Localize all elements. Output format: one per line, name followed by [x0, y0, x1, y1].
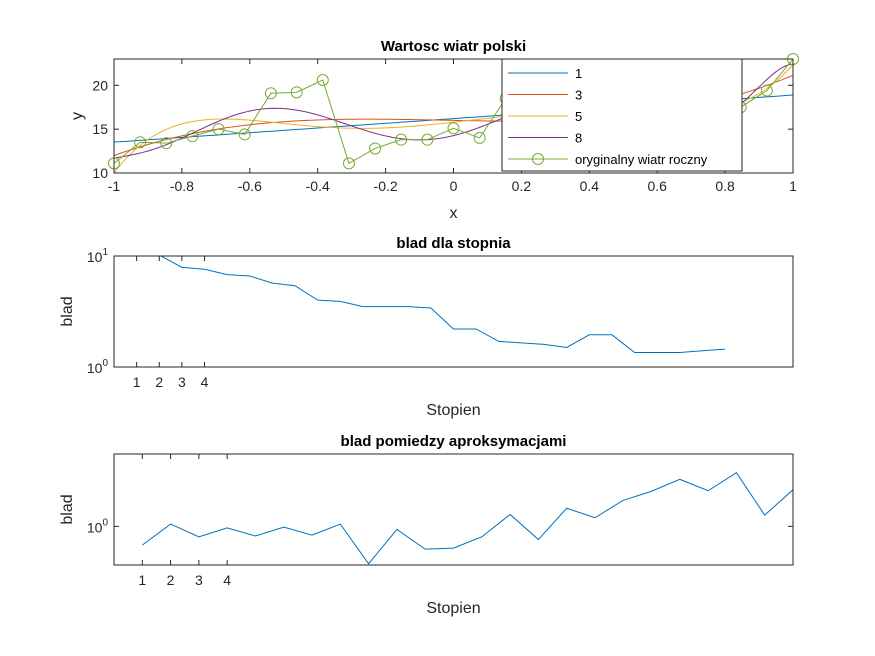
- legend-label: 1: [575, 66, 582, 81]
- y-tick-label: 15: [92, 121, 108, 137]
- data-point: [447, 122, 460, 135]
- x-axis-label: Stopien: [426, 402, 480, 419]
- y-axis-label: y: [69, 112, 86, 120]
- y-axis-label: blad: [59, 494, 76, 524]
- x-tick-label: 3: [178, 374, 186, 390]
- x-tick-label: 4: [223, 572, 231, 588]
- data-point: [264, 87, 277, 100]
- y-tick-label: 10: [92, 165, 108, 181]
- y-tick-label: 101: [87, 247, 109, 265]
- x-tick-label: -0.6: [238, 178, 262, 194]
- plot-area-3: [141, 472, 793, 565]
- data-point: [395, 133, 408, 146]
- data-point: [160, 137, 173, 150]
- x-tick-label: -1: [108, 178, 121, 194]
- data-point: [342, 157, 355, 170]
- series-line-blad: [141, 472, 793, 565]
- data-point: [134, 136, 147, 149]
- x-tick-label: 0: [450, 178, 458, 194]
- x-tick-label: 2: [167, 572, 175, 588]
- axes-frame-3: [113, 453, 794, 566]
- y-tick-label: 20: [92, 77, 108, 93]
- y-axis-label: blad: [59, 296, 76, 326]
- axes-frame-2: [113, 255, 794, 368]
- x-axis-label: Stopien: [426, 600, 480, 617]
- data-point: [473, 131, 486, 144]
- chart-title: blad dla stopnia: [396, 235, 511, 252]
- x-axis-label: x: [450, 205, 458, 222]
- chart-title: Wartosc wiatr polski: [381, 38, 526, 55]
- legend-label: 3: [575, 88, 582, 103]
- x-tick-label: 3: [195, 572, 203, 588]
- y-tick-label: 100: [87, 517, 109, 535]
- data-point: [186, 130, 199, 143]
- legend-label: 8: [575, 131, 582, 146]
- x-tick-label: -0.4: [306, 178, 330, 194]
- y-tick-label: 100: [87, 358, 109, 376]
- legend-label: 5: [575, 109, 582, 124]
- x-tick-label: -0.2: [374, 178, 398, 194]
- x-tick-label: 1: [133, 374, 141, 390]
- data-point: [290, 86, 303, 99]
- x-tick-label: 0.6: [647, 178, 667, 194]
- chart-title: blad pomiedzy aproksymacjami: [341, 433, 567, 450]
- data-point: [238, 128, 251, 141]
- x-tick-label: 1: [138, 572, 146, 588]
- plot-area-2: [159, 256, 726, 354]
- x-tick-label: 0.2: [512, 178, 532, 194]
- x-tick-label: 2: [155, 374, 163, 390]
- data-point: [760, 84, 773, 97]
- x-tick-label: -0.8: [170, 178, 194, 194]
- x-tick-label: 1: [789, 178, 797, 194]
- data-point: [212, 123, 225, 136]
- legend-box: [501, 58, 743, 172]
- series-line-blad: [159, 256, 726, 354]
- x-tick-label: 4: [201, 374, 209, 390]
- data-point: [316, 74, 329, 87]
- legend-label: oryginalny wiatr roczny: [575, 152, 708, 167]
- x-tick-label: 0.4: [580, 178, 600, 194]
- legend: 1 3 5 8 oryginalny wiatr roczny: [501, 58, 743, 172]
- data-point: [421, 133, 434, 146]
- data-point: [369, 142, 382, 155]
- x-tick-label: 0.8: [715, 178, 735, 194]
- legend-marker: [532, 153, 544, 165]
